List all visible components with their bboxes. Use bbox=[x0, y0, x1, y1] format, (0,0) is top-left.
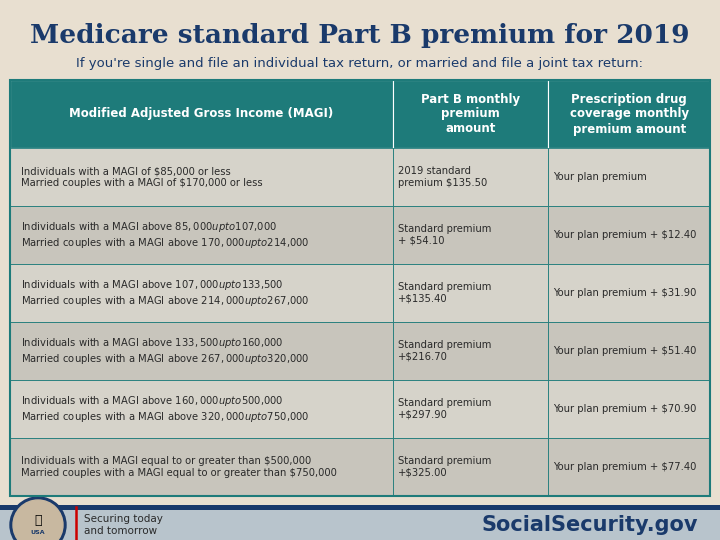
Bar bbox=[393, 380, 549, 438]
Text: Individuals with a MAGI above $85,000 up to $107,000
Married couples with a MAGI: Individuals with a MAGI above $85,000 up… bbox=[22, 220, 310, 250]
Text: Modified Adjusted Gross Income (MAGI): Modified Adjusted Gross Income (MAGI) bbox=[69, 107, 333, 120]
Text: Standard premium
+$325.00: Standard premium +$325.00 bbox=[397, 456, 491, 478]
Bar bbox=[0, 505, 720, 510]
Bar bbox=[393, 206, 549, 264]
Bar bbox=[549, 438, 710, 496]
Bar bbox=[549, 380, 710, 438]
Text: 2019 standard
premium $135.50: 2019 standard premium $135.50 bbox=[397, 166, 487, 188]
Text: Your plan premium + $51.40: Your plan premium + $51.40 bbox=[553, 346, 696, 356]
Text: Your plan premium: Your plan premium bbox=[553, 172, 647, 182]
Bar bbox=[393, 322, 549, 380]
Bar bbox=[549, 148, 710, 206]
Bar bbox=[393, 438, 549, 496]
Text: Your plan premium + $31.90: Your plan premium + $31.90 bbox=[553, 288, 696, 298]
Text: Individuals with a MAGI above $107,000 up to $133,500
Married couples with a MAG: Individuals with a MAGI above $107,000 u… bbox=[22, 278, 310, 308]
Text: USA: USA bbox=[31, 530, 45, 536]
Text: Prescription drug
coverage monthly
premium amount: Prescription drug coverage monthly premi… bbox=[570, 92, 689, 136]
Bar bbox=[10, 148, 393, 206]
Text: Your plan premium + $77.40: Your plan premium + $77.40 bbox=[553, 462, 696, 472]
Bar bbox=[10, 322, 393, 380]
Text: Individuals with a MAGI of $85,000 or less
Married couples with a MAGI of $170,0: Individuals with a MAGI of $85,000 or le… bbox=[22, 166, 263, 188]
Bar bbox=[549, 206, 710, 264]
Text: Standard premium
+$135.40: Standard premium +$135.40 bbox=[397, 282, 491, 304]
Bar bbox=[10, 206, 393, 264]
Text: Your plan premium + $12.40: Your plan premium + $12.40 bbox=[553, 230, 696, 240]
Circle shape bbox=[13, 500, 63, 540]
Text: If you're single and file an individual tax return, or married and file a joint : If you're single and file an individual … bbox=[76, 57, 644, 70]
Text: 🦅: 🦅 bbox=[35, 515, 42, 528]
Text: Securing today
and tomorrow: Securing today and tomorrow bbox=[84, 514, 163, 536]
Text: Medicare standard Part B premium for 2019: Medicare standard Part B premium for 201… bbox=[30, 23, 690, 48]
Text: Individuals with a MAGI above $160,000 up to $500,000
Married couples with a MAG: Individuals with a MAGI above $160,000 u… bbox=[22, 394, 310, 424]
Bar bbox=[549, 80, 710, 148]
Bar bbox=[393, 80, 549, 148]
Bar bbox=[10, 264, 393, 322]
Text: SocialSecurity.gov: SocialSecurity.gov bbox=[482, 515, 698, 535]
Text: Individuals with a MAGI above $133,500 up to $160,000
Married couples with a MAG: Individuals with a MAGI above $133,500 u… bbox=[22, 336, 310, 366]
Bar bbox=[10, 380, 393, 438]
Text: Standard premium
+$216.70: Standard premium +$216.70 bbox=[397, 340, 491, 362]
Bar bbox=[549, 264, 710, 322]
Text: Individuals with a MAGI equal to or greater than $500,000
Married couples with a: Individuals with a MAGI equal to or grea… bbox=[22, 456, 338, 478]
Text: Standard premium
+$297.90: Standard premium +$297.90 bbox=[397, 398, 491, 420]
Text: Your plan premium + $70.90: Your plan premium + $70.90 bbox=[553, 404, 696, 414]
Bar bbox=[10, 438, 393, 496]
Bar bbox=[393, 148, 549, 206]
Text: Standard premium
+ $54.10: Standard premium + $54.10 bbox=[397, 224, 491, 246]
Bar bbox=[549, 322, 710, 380]
Bar bbox=[10, 80, 393, 148]
Text: Part B monthly
premium
amount: Part B monthly premium amount bbox=[421, 92, 520, 136]
Bar bbox=[0, 510, 720, 540]
Bar bbox=[393, 264, 549, 322]
Bar bbox=[10, 80, 710, 496]
Circle shape bbox=[10, 497, 66, 540]
